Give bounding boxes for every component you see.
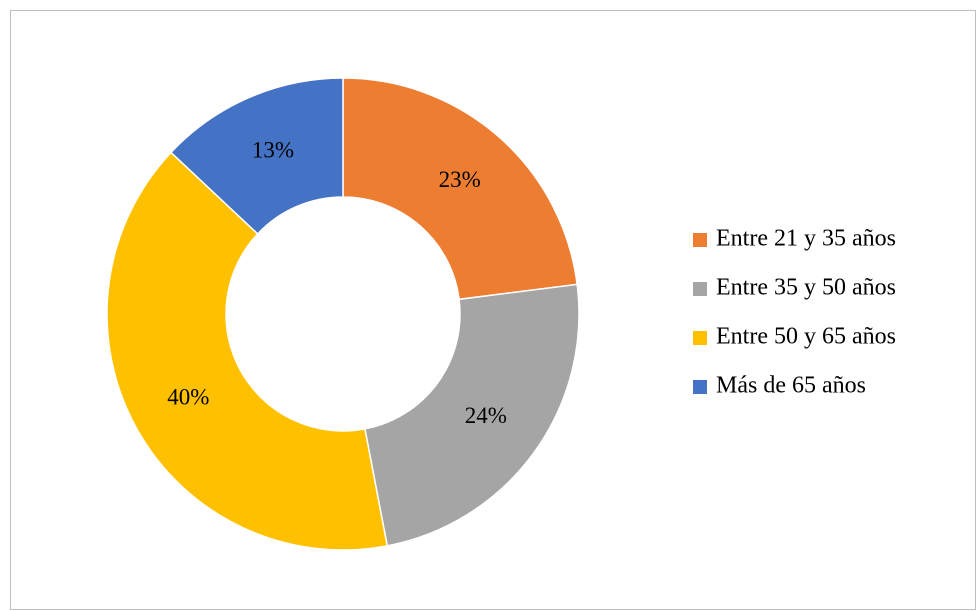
donut-segment bbox=[364, 283, 580, 547]
data-label: 40% bbox=[167, 384, 209, 409]
legend-swatch bbox=[693, 380, 707, 394]
legend-swatch bbox=[693, 331, 707, 345]
data-label: 24% bbox=[465, 403, 507, 428]
legend-swatch bbox=[693, 282, 707, 296]
legend-label: Entre 35 y 50 años bbox=[716, 275, 896, 301]
data-label: 13% bbox=[252, 137, 294, 162]
legend-label: Más de 65 años bbox=[716, 373, 866, 399]
legend-label: Entre 50 y 65 años bbox=[716, 324, 896, 350]
legend-swatch bbox=[693, 233, 707, 247]
donut-segment bbox=[342, 77, 578, 301]
legend-label: Entre 21 y 35 años bbox=[716, 226, 896, 252]
data-label: 23% bbox=[439, 167, 481, 192]
donut-segment bbox=[169, 77, 344, 235]
donut-segment bbox=[106, 151, 389, 551]
